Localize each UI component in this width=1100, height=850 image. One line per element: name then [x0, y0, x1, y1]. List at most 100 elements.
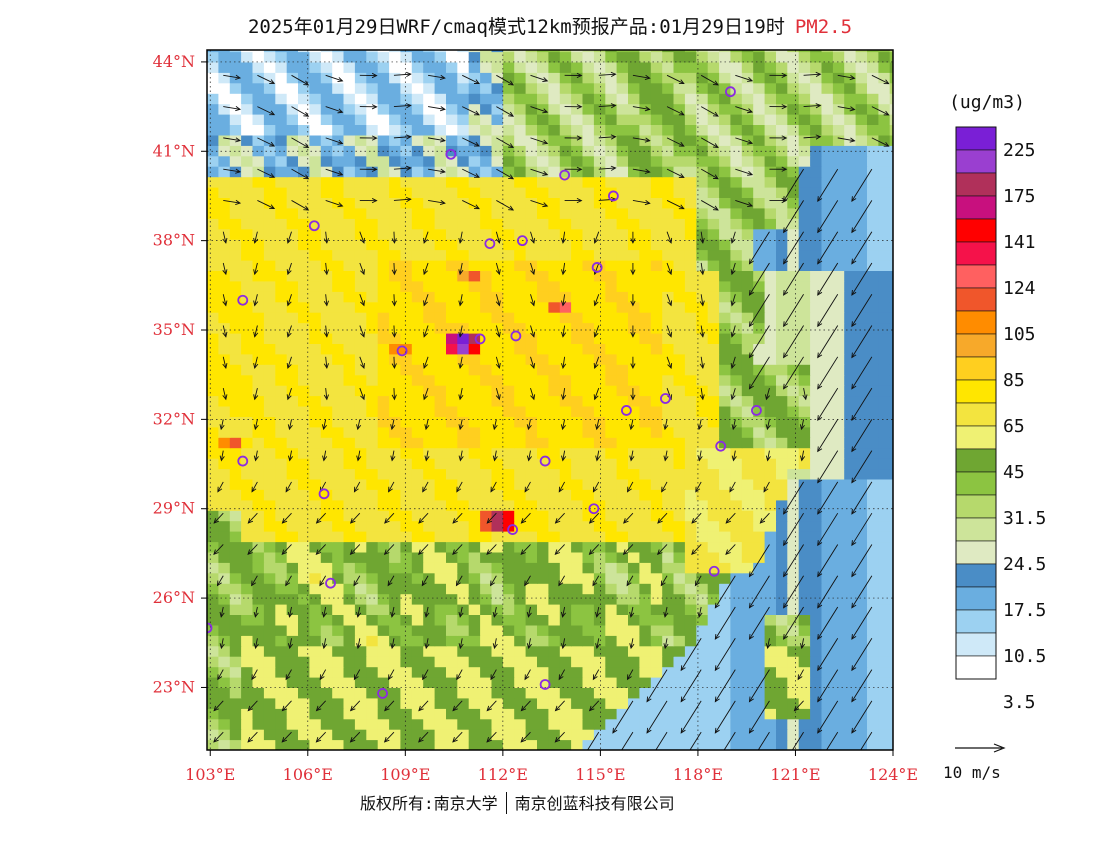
field-cell: [776, 61, 788, 73]
field-cell: [263, 739, 276, 750]
field-cell: [468, 604, 481, 615]
field-cell: [389, 61, 402, 73]
field-cell: [423, 478, 436, 490]
field-cell: [275, 50, 288, 53]
wind-arrow: [700, 231, 704, 243]
field-cell: [798, 416, 811, 428]
field-cell: [343, 260, 356, 271]
wind-arrowhead: [424, 643, 430, 650]
field-cell: [514, 134, 527, 146]
field-cell: [844, 499, 857, 511]
field-cell: [832, 406, 845, 417]
field-cell: [753, 593, 766, 605]
field-cell: [878, 572, 891, 584]
wind-arrowhead: [520, 549, 526, 556]
wind-arrowhead: [524, 486, 530, 493]
field-cell: [616, 499, 629, 511]
field-cell: [537, 437, 549, 449]
field-cell: [605, 364, 618, 376]
field-cell: [411, 50, 424, 53]
field-cell: [389, 218, 402, 230]
field-cell: [400, 520, 413, 532]
field-cell: [878, 468, 891, 480]
field-cell: [298, 551, 310, 563]
field-cell: [548, 280, 561, 292]
field-cell: [320, 364, 333, 376]
field-cell: [491, 739, 504, 750]
field-cell: [343, 687, 356, 699]
field-cell: [889, 301, 893, 313]
field-cell: [889, 572, 893, 584]
field-cell: [889, 583, 893, 595]
field-cell: [411, 280, 424, 292]
field-cell: [286, 531, 299, 543]
wind-arrow: [423, 356, 429, 369]
field-cell: [423, 645, 436, 657]
wind-arrowhead: [783, 352, 789, 359]
field-cell: [537, 572, 549, 584]
field-cell: [832, 103, 845, 115]
field-cell: [741, 531, 754, 543]
field-cell: [241, 50, 254, 53]
wind-arrowhead: [418, 518, 424, 524]
field-cell: [457, 249, 470, 261]
field-cell: [241, 739, 254, 750]
field-cell: [798, 677, 811, 688]
field-cell: [810, 124, 823, 136]
field-cell: [696, 260, 709, 271]
field-cell: [605, 155, 618, 167]
wind-arrowhead: [622, 549, 629, 556]
field-cell: [741, 729, 754, 741]
field-cell: [480, 124, 493, 136]
field-cell: [787, 656, 800, 668]
field-cell: [810, 134, 823, 146]
field-cell: [252, 187, 265, 198]
field-cell: [480, 645, 493, 657]
field-cell: [605, 228, 618, 240]
field-cell: [684, 520, 697, 532]
field-cell: [867, 729, 879, 741]
field-cell: [696, 134, 709, 146]
wind-arrow: [323, 450, 327, 461]
field-cell: [320, 708, 333, 720]
field-cell: [593, 426, 606, 438]
wind-arrowhead: [629, 424, 635, 431]
field-cell: [616, 166, 629, 178]
field-cell: [434, 333, 447, 344]
wind-arrow: [666, 200, 685, 210]
wind-arrowhead: [253, 424, 259, 431]
field-cell: [787, 395, 800, 407]
wind-arrow: [767, 450, 770, 461]
field-cell: [810, 406, 823, 417]
field-cell: [776, 114, 788, 125]
field-cell: [354, 395, 367, 407]
field-cell: [252, 114, 265, 125]
field-cell: [491, 395, 504, 407]
field-cell: [252, 520, 265, 532]
field-cell: [616, 572, 629, 584]
wind-arrowhead: [217, 674, 223, 681]
field-cell: [605, 301, 618, 313]
field-cell: [684, 270, 697, 282]
wind-arrow: [254, 356, 258, 369]
field-cell: [559, 312, 572, 324]
field-cell: [673, 364, 686, 376]
wind-arrow: [425, 638, 429, 649]
field-cell: [446, 583, 458, 595]
field-cell: [741, 562, 754, 574]
wind-arrow: [817, 168, 839, 202]
field-cell: [309, 520, 322, 532]
field-cell: [537, 562, 549, 574]
field-cell: [332, 249, 345, 261]
field-cell: [821, 426, 834, 438]
field-cell: [878, 729, 891, 741]
field-cell: [446, 228, 458, 240]
field-cell: [218, 155, 231, 167]
wind-arrowhead: [356, 424, 362, 431]
field-cell: [218, 312, 231, 324]
field-cell: [207, 635, 219, 647]
field-cell: [719, 437, 732, 449]
field-cell: [377, 124, 390, 136]
wind-arrow: [558, 481, 566, 492]
field-cell: [343, 155, 356, 167]
